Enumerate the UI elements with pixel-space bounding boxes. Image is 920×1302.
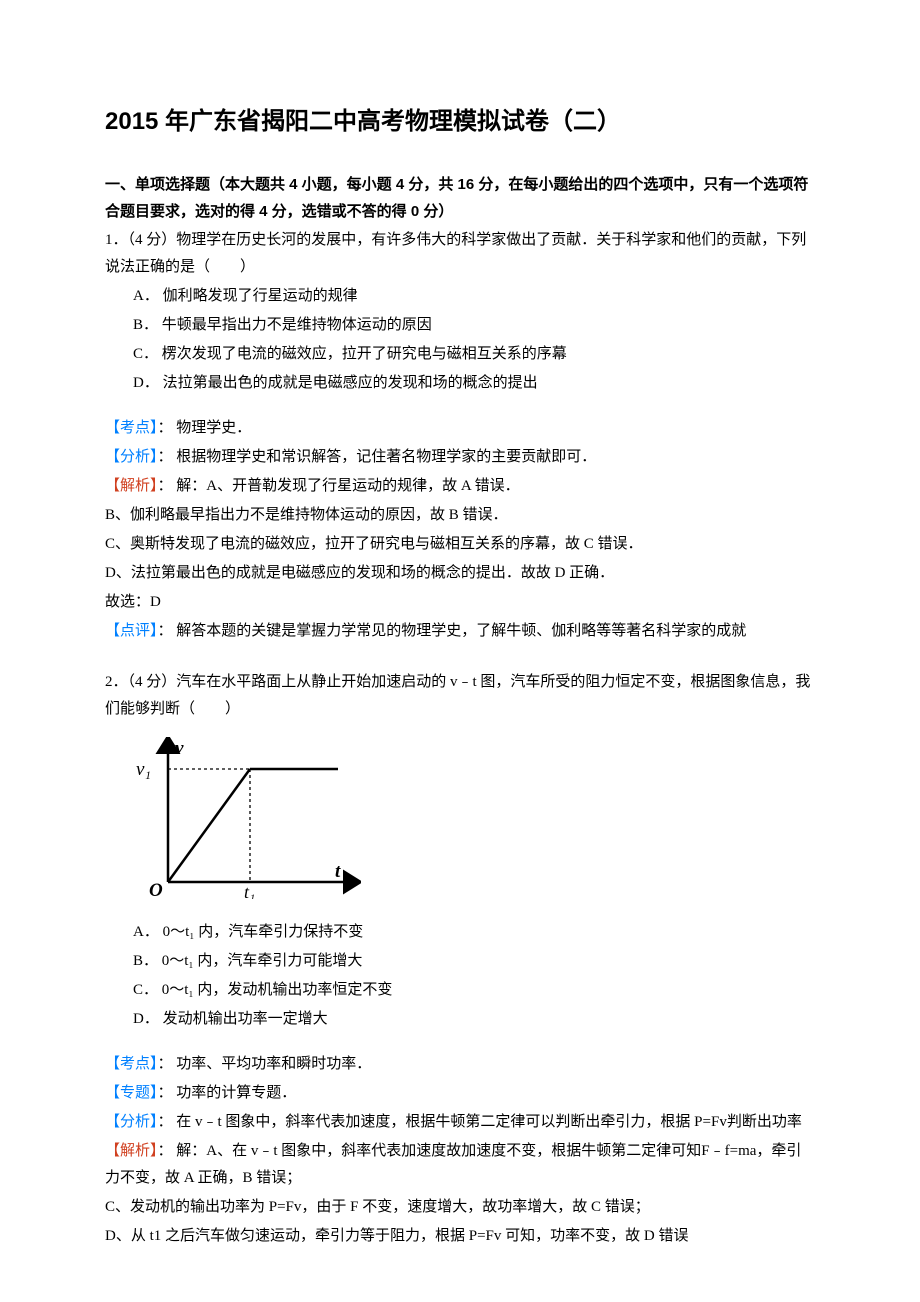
q2-option-a: A． 0～t₁ 内，汽车牵引力保持不变	[133, 919, 815, 946]
t-axis-label: t	[335, 861, 341, 882]
kaodian-text: ： 功率、平均功率和瞬时功率．	[158, 1056, 372, 1072]
q1-option-b: B． 牛顿最早指出力不是维持物体运动的原因	[133, 312, 815, 339]
section-header: 一、单项选择题（本大题共 4 小题，每小题 4 分，共 16 分，在每小题给出的…	[105, 171, 815, 225]
q1-option-d: D． 法拉第最出色的成就是电磁感应的发现和场的概念的提出	[133, 370, 815, 397]
q2-option-c: C． 0～t₁ 内，发动机输出功率恒定不变	[133, 977, 815, 1004]
fenxi-text: ： 在 v﹣t 图象中，斜率代表加速度，根据牛顿第二定律可以判断出牵引力，根据 …	[158, 1114, 802, 1130]
origin-label: O	[149, 880, 163, 899]
q2-stem: 2．（4 分）汽车在水平路面上从静止开始加速启动的 v﹣t 图，汽车所受的阻力恒…	[105, 669, 815, 723]
jiexi-line-d: D、从 t1 之后汽车做匀速运动，牵引力等于阻力，根据 P=Fv 可知，功率不变…	[105, 1223, 815, 1250]
q2-option-d: D． 发动机输出功率一定增大	[133, 1006, 815, 1033]
vt-graph-figure: v v₁ t t₁ O	[133, 737, 815, 909]
fenxi-label: 【分析】	[105, 1114, 158, 1130]
zhuanti-label: 【专题】	[105, 1085, 158, 1101]
jiexi-line-d: D、法拉第最出色的成就是电磁感应的发现和场的概念的提出．故故 D 正确．	[105, 560, 815, 587]
jiexi-line-c: C、奥斯特发现了电流的磁效应，拉开了研究电与磁相互关系的序幕，故 C 错误．	[105, 531, 815, 558]
jiexi-label: 【解析】	[105, 478, 158, 494]
q1-stem: 1．（4 分）物理学在历史长河的发展中，有许多伟大的科学家做出了贡献．关于科学家…	[105, 227, 815, 281]
guxuan: 故选：D	[105, 589, 815, 616]
q2-option-b: B． 0～t₁ 内，汽车牵引力可能增大	[133, 948, 815, 975]
v-axis-label: v	[175, 738, 184, 759]
q2-options: A． 0～t₁ 内，汽车牵引力保持不变 B． 0～t₁ 内，汽车牵引力可能增大 …	[105, 919, 815, 1033]
fenxi-text: ： 根据物理学史和常识解答，记住著名物理学家的主要贡献即可．	[158, 449, 597, 465]
rising-segment	[168, 769, 250, 882]
kaodian-label: 【考点】	[105, 420, 158, 436]
q1-option-c: C． 楞次发现了电流的磁效应，拉开了研究电与磁相互关系的序幕	[133, 341, 815, 368]
zhuanti-text: ： 功率的计算专题．	[158, 1085, 297, 1101]
t1-label: t₁	[244, 882, 255, 899]
kaodian-label: 【考点】	[105, 1056, 158, 1072]
jiexi-label: 【解析】	[105, 1143, 158, 1159]
dianping-text: ： 解答本题的关键是掌握力学常见的物理学史，了解牛顿、伽利略等等著名科学家的成就	[158, 623, 747, 639]
v1-label: v₁	[136, 759, 151, 780]
jiexi-head: ： 解：A、开普勒发现了行星运动的规律，故 A 错误．	[158, 478, 520, 494]
kaodian-text: ： 物理学史．	[158, 420, 252, 436]
jiexi-line-c: C、发动机的输出功率为 P=Fv，由于 F 不变，速度增大，故功率增大，故 C …	[105, 1194, 815, 1221]
q2-analysis: 【考点】： 功率、平均功率和瞬时功率． 【专题】： 功率的计算专题． 【分析】：…	[105, 1051, 815, 1250]
jiexi-line-b: B、伽利略最早指出力不是维持物体运动的原因，故 B 错误．	[105, 502, 815, 529]
dianping-label: 【点评】	[105, 623, 158, 639]
page-title: 2015 年广东省揭阳二中高考物理模拟试卷（二）	[105, 100, 815, 143]
vt-graph-svg: v v₁ t t₁ O	[133, 737, 361, 899]
fenxi-label: 【分析】	[105, 449, 158, 465]
q1-options: A． 伽利略发现了行星运动的规律 B． 牛顿最早指出力不是维持物体运动的原因 C…	[105, 283, 815, 397]
jiexi-head: ： 解：A、在 v﹣t 图象中，斜率代表加速度故加速度不变，根据牛顿第二定律可知…	[105, 1143, 801, 1186]
q1-analysis: 【考点】： 物理学史． 【分析】： 根据物理学史和常识解答，记住著名物理学家的主…	[105, 415, 815, 645]
q1-option-a: A． 伽利略发现了行星运动的规律	[133, 283, 815, 310]
